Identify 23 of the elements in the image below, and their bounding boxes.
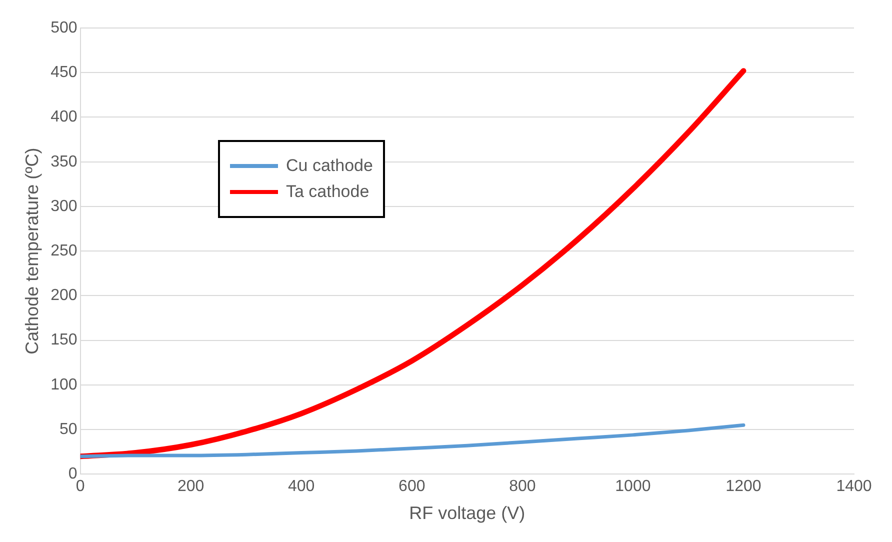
line-series — [80, 423, 746, 458]
y-tick-label: 100 — [50, 376, 78, 394]
y-tick-label: 0 — [68, 466, 78, 483]
legend-label: Ta cathode — [286, 182, 370, 202]
x-tick-label: 400 — [288, 478, 315, 496]
y-tick-label: 150 — [50, 332, 78, 349]
y-tick-label: 500 — [50, 19, 78, 36]
x-tick-label: 200 — [177, 478, 204, 496]
x-tick-label: 1000 — [615, 478, 651, 496]
x-tick-label: 800 — [509, 478, 536, 496]
y-axis-title: Cathode temperature (ºC) — [22, 148, 42, 354]
y-tick-label: 300 — [50, 198, 78, 215]
y-tick-label: 250 — [50, 242, 78, 260]
x-axis-title: RF voltage (V) — [409, 503, 526, 524]
legend-label: Cu cathode — [286, 156, 373, 176]
y-tick-label: 400 — [50, 108, 78, 126]
y-tick-label: 350 — [50, 153, 78, 170]
y-tick-label: 450 — [50, 64, 78, 82]
x-tick-label: 1400 — [836, 478, 872, 496]
y-tick-label: 50 — [60, 420, 78, 438]
x-tick-label: 1200 — [726, 478, 762, 496]
x-tick-label: 600 — [398, 478, 426, 496]
y-tick-label: 200 — [50, 287, 78, 304]
